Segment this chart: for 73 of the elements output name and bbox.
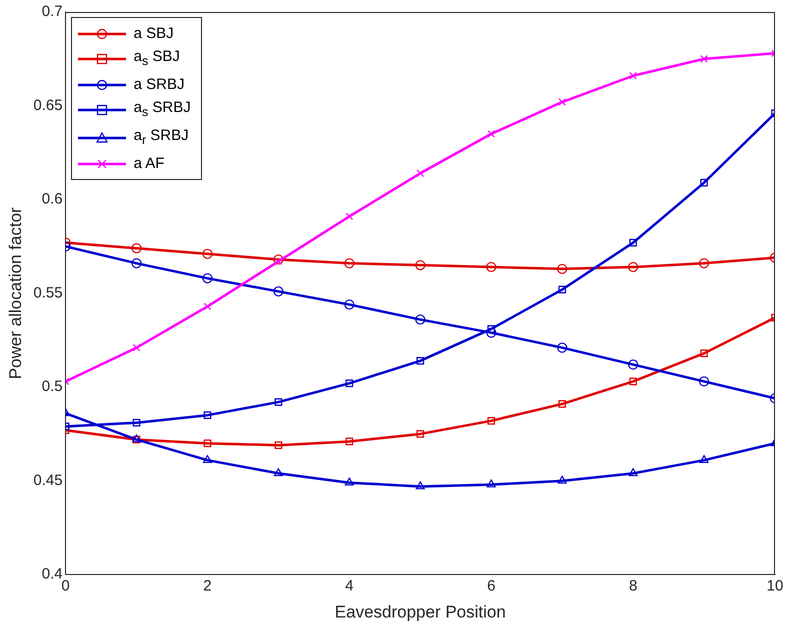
x-tick-label: 4 <box>345 578 354 595</box>
y-tick-label: 0.4 <box>42 566 63 583</box>
point <box>416 357 424 365</box>
point <box>628 262 638 272</box>
point <box>487 325 496 333</box>
y-tick-label: 0.7 <box>42 3 63 20</box>
point <box>698 376 710 387</box>
legend-label: a SRBJ <box>134 75 184 95</box>
legend-label: a$_{s}$ SRBJ <box>134 98 191 121</box>
legend-label: a AF <box>134 154 164 174</box>
point <box>629 238 637 246</box>
point <box>202 248 213 260</box>
point <box>274 441 282 449</box>
y-tick-label: 0.45 <box>33 472 63 489</box>
point <box>132 418 140 426</box>
point <box>273 286 284 297</box>
point <box>628 468 638 476</box>
point <box>486 262 496 272</box>
point <box>132 344 140 352</box>
point <box>700 350 708 358</box>
point <box>557 264 568 274</box>
point <box>700 178 708 186</box>
point <box>415 314 426 325</box>
x-tick-label: 6 <box>487 578 496 595</box>
point <box>558 400 566 408</box>
point <box>346 380 354 388</box>
point <box>204 440 212 448</box>
point <box>700 455 709 464</box>
point <box>558 98 566 106</box>
legend-label: a$_{s}$ SBJ <box>134 47 180 70</box>
point <box>344 258 354 268</box>
legend-label: a SBJ <box>134 24 174 44</box>
y-axis-title: Power allocation factor <box>6 206 25 380</box>
point <box>558 286 566 294</box>
y-tick-label: 0.5 <box>42 378 63 396</box>
point <box>344 478 354 486</box>
point <box>346 212 354 220</box>
point <box>344 299 354 310</box>
point <box>487 417 496 425</box>
point <box>700 55 708 63</box>
point <box>698 258 710 268</box>
x-tick-label: 10 <box>766 578 784 595</box>
point <box>273 254 284 265</box>
point <box>202 455 212 464</box>
point <box>487 130 496 138</box>
point <box>346 438 354 446</box>
legend-label: a$_{r}$ SRBJ <box>134 126 189 149</box>
x-tick-label: 0 <box>61 578 70 595</box>
point <box>558 476 567 484</box>
point <box>415 260 426 270</box>
x-tick-label: 2 <box>203 578 212 595</box>
point <box>486 328 496 338</box>
point <box>416 481 425 490</box>
point <box>204 302 212 310</box>
point <box>416 169 424 178</box>
point <box>131 258 142 268</box>
point <box>486 479 496 488</box>
x-tick-label: 8 <box>628 578 638 595</box>
point <box>204 411 212 419</box>
x-axis-title: Eavesdropper Position <box>334 602 506 622</box>
point <box>629 72 637 80</box>
point <box>131 243 142 254</box>
y-tick-label: 0.65 <box>33 96 63 114</box>
y-tick-label: 0.6 <box>42 190 63 208</box>
point <box>629 378 637 386</box>
point <box>557 342 568 353</box>
point <box>202 273 213 284</box>
point <box>628 359 638 370</box>
point <box>416 430 424 438</box>
y-tick-label: 0.55 <box>33 284 63 302</box>
point <box>274 398 282 406</box>
point <box>274 468 283 476</box>
point <box>274 258 282 266</box>
